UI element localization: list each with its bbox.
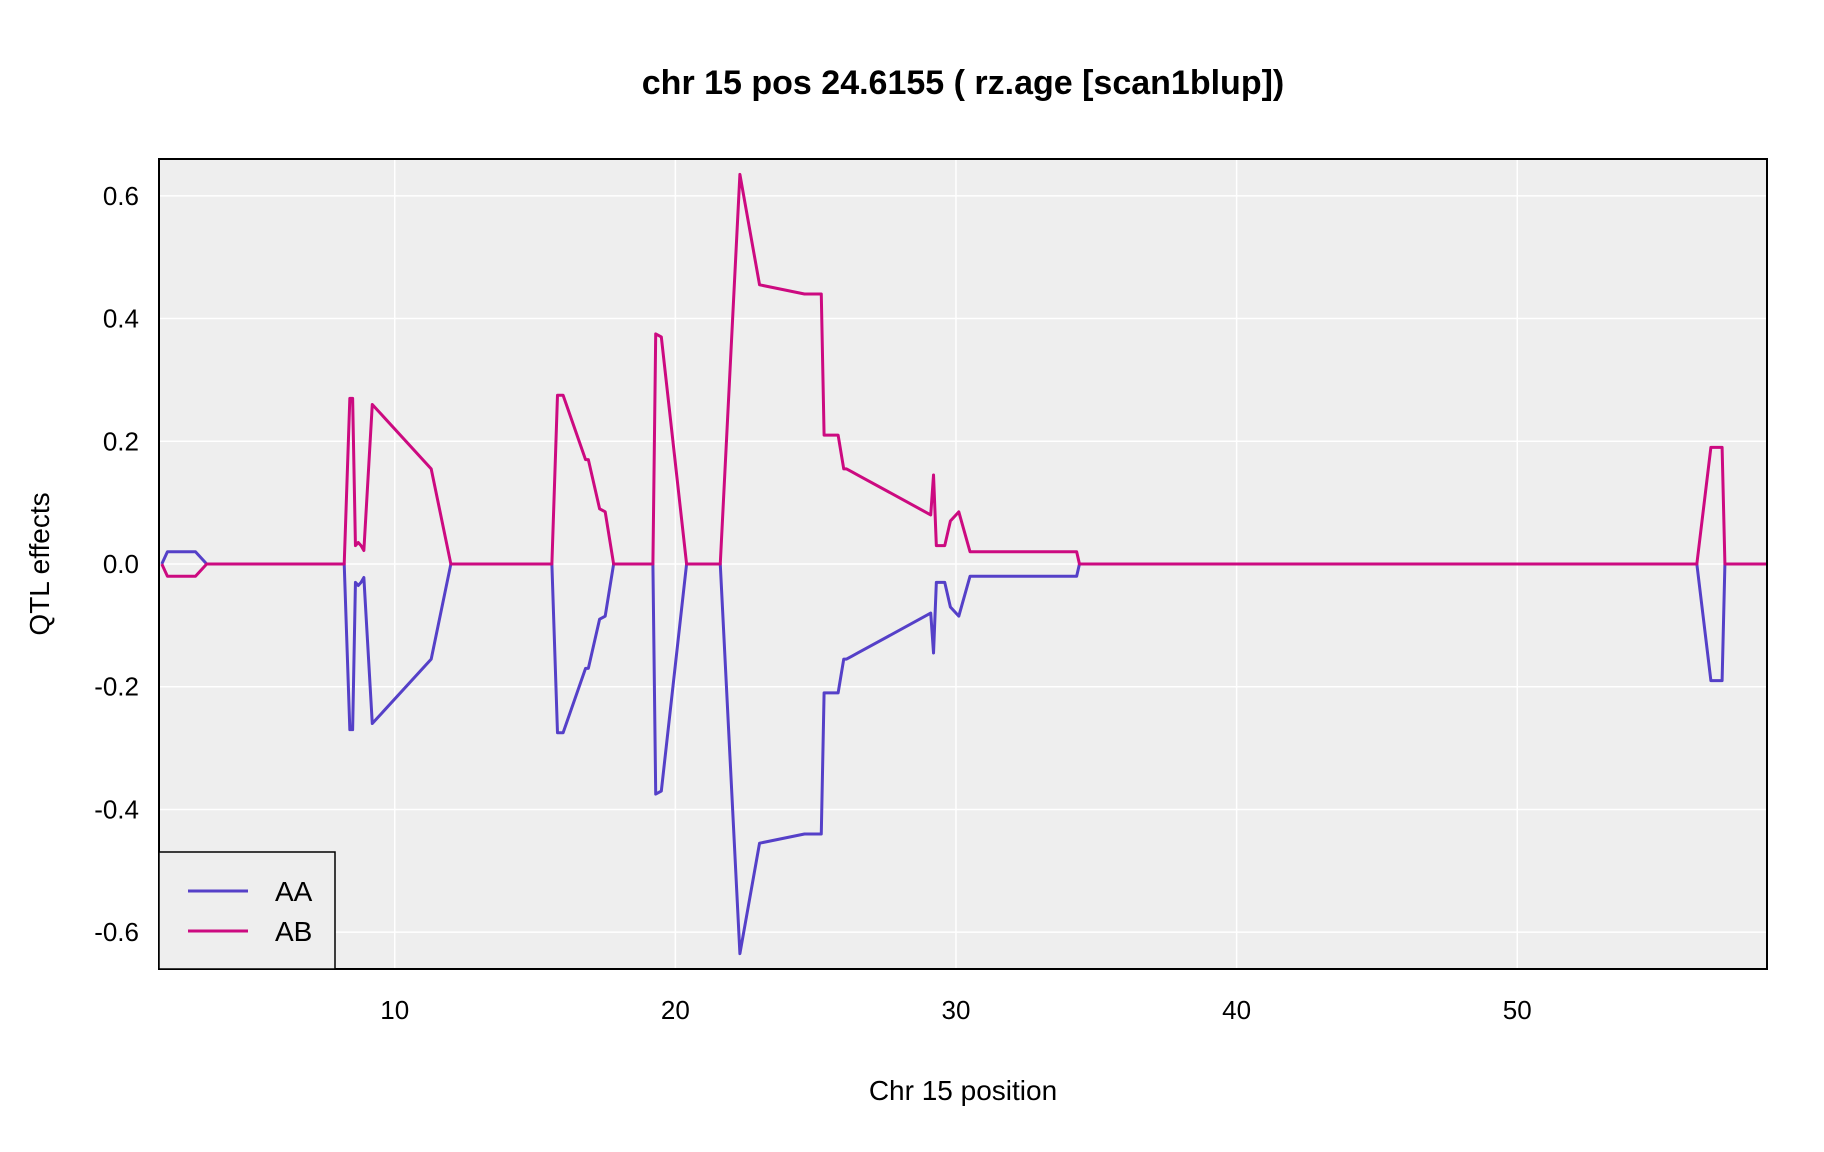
- x-tick-label: 50: [1503, 995, 1532, 1025]
- y-tick-label: 0.0: [103, 549, 139, 579]
- x-tick-label: 20: [661, 995, 690, 1025]
- gridlines: [159, 159, 1767, 969]
- series-lines: [160, 172, 1767, 956]
- x-axis-ticks: 10 20 30 40 50: [380, 995, 1531, 1025]
- legend-label-aa: AA: [275, 876, 313, 907]
- y-tick-label: -0.6: [94, 917, 139, 947]
- y-tick-label: 0.2: [103, 426, 139, 456]
- y-tick-label: 0.4: [103, 304, 139, 334]
- y-tick-label: -0.4: [94, 794, 139, 824]
- plot-frame: [158, 158, 1768, 970]
- plot-area: [158, 158, 1768, 970]
- series-line-aa: [160, 550, 1767, 956]
- x-axis-label: Chr 15 position: [869, 1075, 1057, 1106]
- y-axis-ticks: -0.6 -0.4 -0.2 0.0 0.2 0.4 0.6: [94, 181, 139, 947]
- x-tick-label: 40: [1222, 995, 1251, 1025]
- y-tick-label: -0.2: [94, 672, 139, 702]
- legend: AA AB: [158, 851, 336, 970]
- legend-label-ab: AB: [275, 916, 312, 947]
- y-tick-label: 0.6: [103, 181, 139, 211]
- x-tick-label: 30: [942, 995, 971, 1025]
- series-line-ab: [160, 172, 1767, 578]
- x-tick-label: 10: [380, 995, 409, 1025]
- chart-title: chr 15 pos 24.6155 ( rz.age [scan1blup]): [642, 64, 1284, 102]
- y-axis-label: QTL effects: [24, 492, 55, 635]
- legend-box: [158, 851, 336, 970]
